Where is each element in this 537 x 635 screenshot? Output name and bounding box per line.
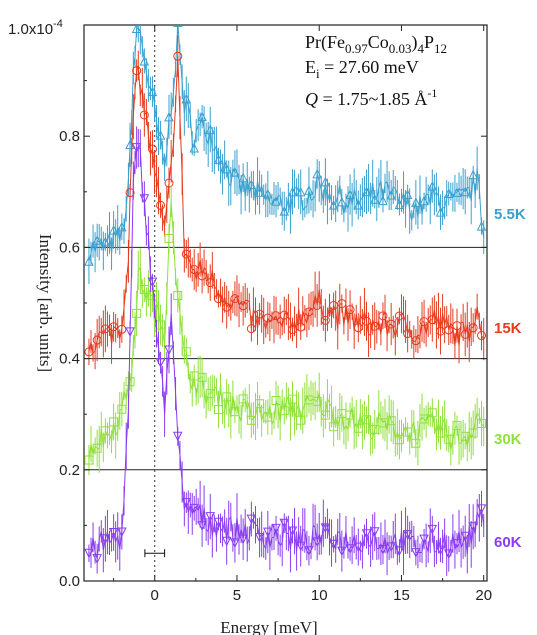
data-point (189, 142, 200, 153)
data-point (155, 358, 166, 368)
data-point (477, 331, 487, 341)
series-30K (84, 185, 487, 476)
x-tick-label: 10 (311, 587, 328, 604)
data-point (147, 277, 158, 288)
data-point (427, 408, 437, 418)
data-point (386, 416, 396, 426)
x-tick-label: 0 (151, 587, 159, 604)
data-point (279, 406, 289, 416)
x-tick-label: 15 (393, 587, 410, 604)
data-point (362, 415, 372, 425)
series-label-5.5K: 5.5K (494, 206, 526, 223)
series-line (88, 146, 485, 559)
data-point (369, 527, 380, 537)
data-point (476, 504, 487, 514)
series-label-30K: 30K (494, 431, 522, 448)
data-point (477, 418, 487, 428)
series-label-15K: 15K (494, 320, 522, 337)
y-tick-label: 0.0 (59, 573, 80, 590)
data-point (320, 315, 330, 325)
data-point (361, 529, 372, 539)
series-15K (84, 35, 487, 370)
series-layer (84, 25, 487, 576)
data-point (156, 200, 166, 210)
series-line (88, 201, 485, 461)
data-point (197, 372, 207, 382)
data-point (337, 196, 347, 207)
series-line (88, 56, 485, 354)
series-line (88, 25, 485, 262)
data-point (139, 194, 150, 204)
x-axis-title: Energy [meV] (220, 618, 317, 635)
y-tick-label: 0.2 (59, 462, 80, 479)
x-tick-label: 20 (475, 587, 492, 604)
data-point (125, 377, 135, 387)
y-axis-title: Intensity [arb. units] (36, 234, 55, 372)
data-point (378, 195, 388, 206)
series-60K (84, 126, 487, 576)
data-point (92, 443, 102, 453)
data-point (468, 323, 478, 333)
series-labels: 5.5K 15K 30K 60K (494, 206, 526, 551)
y-tick-label: 0.8 (59, 128, 80, 145)
x-tick-label: 5 (233, 587, 241, 604)
x-ticks: 0 5 10 15 20 (113, 25, 492, 604)
y-tick-label: 0.4 (59, 351, 80, 368)
annotation-q: Q = 1.75~1.85 Å-1 (305, 86, 437, 109)
data-point (427, 524, 438, 535)
y-ticks: 0.0 0.2 0.4 0.6 0.8 (59, 80, 487, 590)
y-multiplier-label: 1.0x10-4 (8, 18, 63, 38)
data-point (411, 197, 421, 207)
y-tick-label: 0.6 (59, 239, 80, 256)
series-5.5K (84, 25, 487, 285)
resolution-bar (144, 549, 166, 558)
annotation-energy: Ei = 27.60 meV (305, 57, 419, 81)
series-label-60K: 60K (494, 534, 522, 551)
annotation-compound: Pr(Fe0.97Co0.03)4P12 (305, 32, 447, 56)
offset-lines (84, 246, 487, 471)
